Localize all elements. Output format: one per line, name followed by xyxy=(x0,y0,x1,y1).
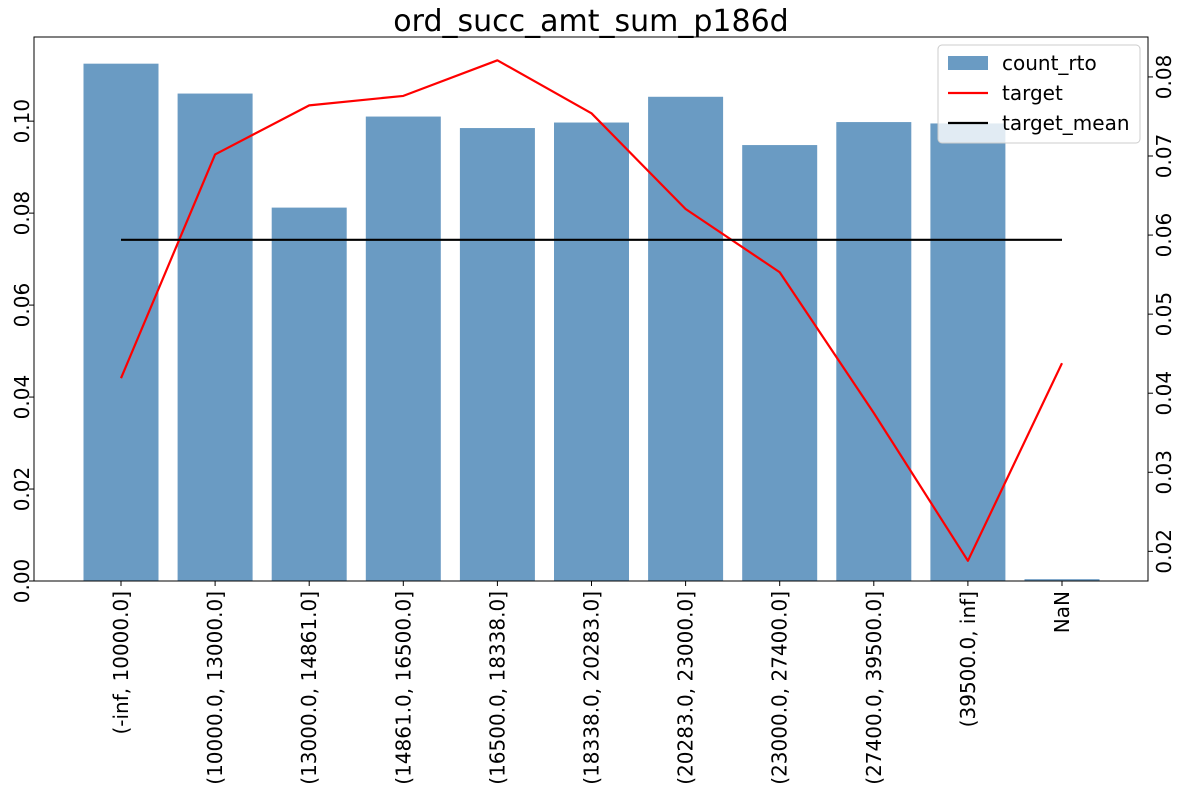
x-tick-label: NaN xyxy=(1050,591,1074,633)
bar xyxy=(177,93,253,582)
bars-group xyxy=(83,63,1100,582)
x-tick-label: (-inf, 10000.0] xyxy=(109,591,133,735)
legend-swatch xyxy=(948,56,988,70)
y2-tick-label: 0.03 xyxy=(1152,450,1176,495)
y-tick-label: 0.10 xyxy=(10,99,34,144)
y-axis-right: 0.02 0.03 0.04 0.05 0.06 0.07 0.08 xyxy=(1148,55,1176,574)
y2-tick-label: 0.06 xyxy=(1152,213,1176,258)
y-tick-label: 0.08 xyxy=(10,191,34,236)
bar xyxy=(459,128,535,581)
bar xyxy=(271,207,347,581)
legend-label: target xyxy=(1002,81,1063,105)
y2-tick-label: 0.08 xyxy=(1152,55,1176,100)
bar xyxy=(930,123,1006,582)
bar xyxy=(648,96,724,582)
x-tick-label: (23000.0, 27400.0] xyxy=(768,591,792,785)
bar xyxy=(83,63,159,582)
x-axis: (-inf, 10000.0] (10000.0, 13000.0] (13000.… xyxy=(109,581,1074,785)
x-tick-label: (27400.0, 39500.0] xyxy=(862,591,886,785)
x-tick-label: (18338.0, 20283.0] xyxy=(580,591,604,785)
x-tick-label: (16500.0, 18338.0] xyxy=(485,591,509,785)
y2-tick-label: 0.04 xyxy=(1152,371,1176,416)
legend-label: count_rto xyxy=(1002,51,1097,75)
bar xyxy=(742,145,818,581)
y-axis-left: 0.00 0.02 0.04 0.06 0.08 0.10 xyxy=(10,99,34,603)
y2-tick-label: 0.02 xyxy=(1152,529,1176,574)
x-tick-label: (13000.0, 14861.0] xyxy=(297,591,321,785)
y2-tick-label: 0.05 xyxy=(1152,292,1176,337)
x-tick-label: (39500.0, inf] xyxy=(956,591,980,727)
y2-tick-label: 0.07 xyxy=(1152,134,1176,179)
y-tick-label: 0.00 xyxy=(10,559,34,604)
chart-title: ord_succ_amt_sum_p186d xyxy=(393,4,788,39)
bar xyxy=(1024,579,1100,581)
bar xyxy=(365,116,441,581)
bar xyxy=(554,122,629,581)
x-tick-label: (20283.0, 23000.0] xyxy=(674,591,698,785)
y-tick-label: 0.02 xyxy=(10,467,34,512)
series-line-target xyxy=(119,59,1063,562)
legend-label: target_mean xyxy=(1002,111,1130,135)
legend-box xyxy=(937,44,1141,144)
x-tick-label: (10000.0, 13000.0] xyxy=(203,591,227,785)
x-tick-label: (14861.0, 16500.0] xyxy=(391,591,415,785)
y-tick-label: 0.06 xyxy=(10,283,34,328)
bar xyxy=(836,122,912,582)
y-tick-label: 0.04 xyxy=(10,375,34,420)
lines-group xyxy=(119,59,1063,562)
